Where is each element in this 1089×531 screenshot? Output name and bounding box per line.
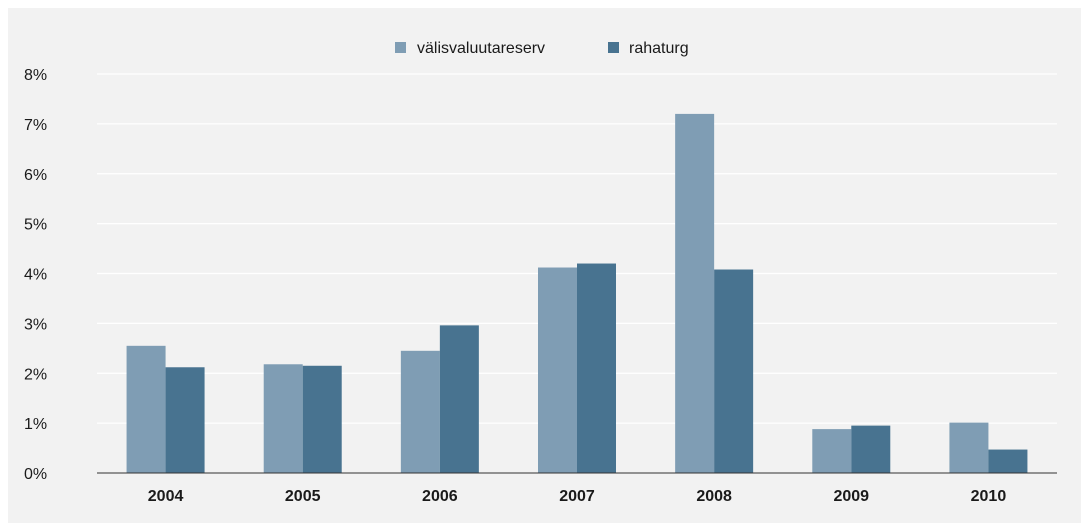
legend-label-valisvaluutareserv: välisvaluutareserv [417, 40, 545, 57]
x-category-label: 2008 [696, 488, 732, 505]
x-category-label: 2006 [422, 488, 458, 505]
y-tick-label: 4% [24, 267, 47, 284]
legend-label-rahaturg: rahaturg [629, 40, 689, 57]
bar-rahaturg-2007 [577, 263, 616, 473]
y-tick-label: 7% [24, 117, 47, 134]
y-tick-label: 0% [24, 466, 47, 483]
bar-välisvaluutareserv-2008 [675, 113, 715, 474]
legend: välisvaluutareserv rahaturg [395, 40, 689, 57]
x-category-label: 2009 [833, 488, 869, 505]
y-tick-label: 8% [24, 67, 47, 84]
legend-swatch-valisvaluutareserv [395, 42, 406, 53]
bars [126, 113, 1028, 474]
y-tick-label: 1% [24, 416, 47, 433]
bar-välisvaluutareserv-2004 [126, 345, 166, 473]
bar-välisvaluutareserv-2006 [400, 350, 440, 473]
bar-välisvaluutareserv-2005 [263, 364, 303, 473]
bar-rahaturg-2006 [439, 325, 479, 473]
x-category-label: 2005 [285, 488, 321, 505]
x-axis-categories: 2004 2005 2006 2007 2008 2009 2010 [148, 488, 1007, 505]
x-category-label: 2007 [559, 488, 595, 505]
bar-välisvaluutareserv-2010 [949, 422, 989, 473]
bar-rahaturg-2010 [988, 449, 1028, 473]
y-tick-label: 6% [24, 167, 47, 184]
bar-välisvaluutareserv-2007 [538, 267, 577, 473]
y-tick-label: 2% [24, 366, 47, 383]
bar-rahaturg-2008 [714, 269, 754, 473]
bar-rahaturg-2004 [165, 367, 205, 473]
y-tick-label: 5% [24, 217, 47, 234]
x-category-label: 2004 [148, 488, 184, 505]
bar-välisvaluutareserv-2009 [812, 429, 852, 473]
bar-rahaturg-2005 [302, 365, 342, 473]
bar-rahaturg-2009 [851, 425, 891, 473]
y-axis-ticks: 0% 1% 2% 3% 4% 5% 6% 7% 8% [24, 67, 47, 483]
y-tick-label: 3% [24, 316, 47, 333]
x-category-label: 2010 [971, 488, 1007, 505]
legend-swatch-rahaturg [608, 42, 619, 53]
